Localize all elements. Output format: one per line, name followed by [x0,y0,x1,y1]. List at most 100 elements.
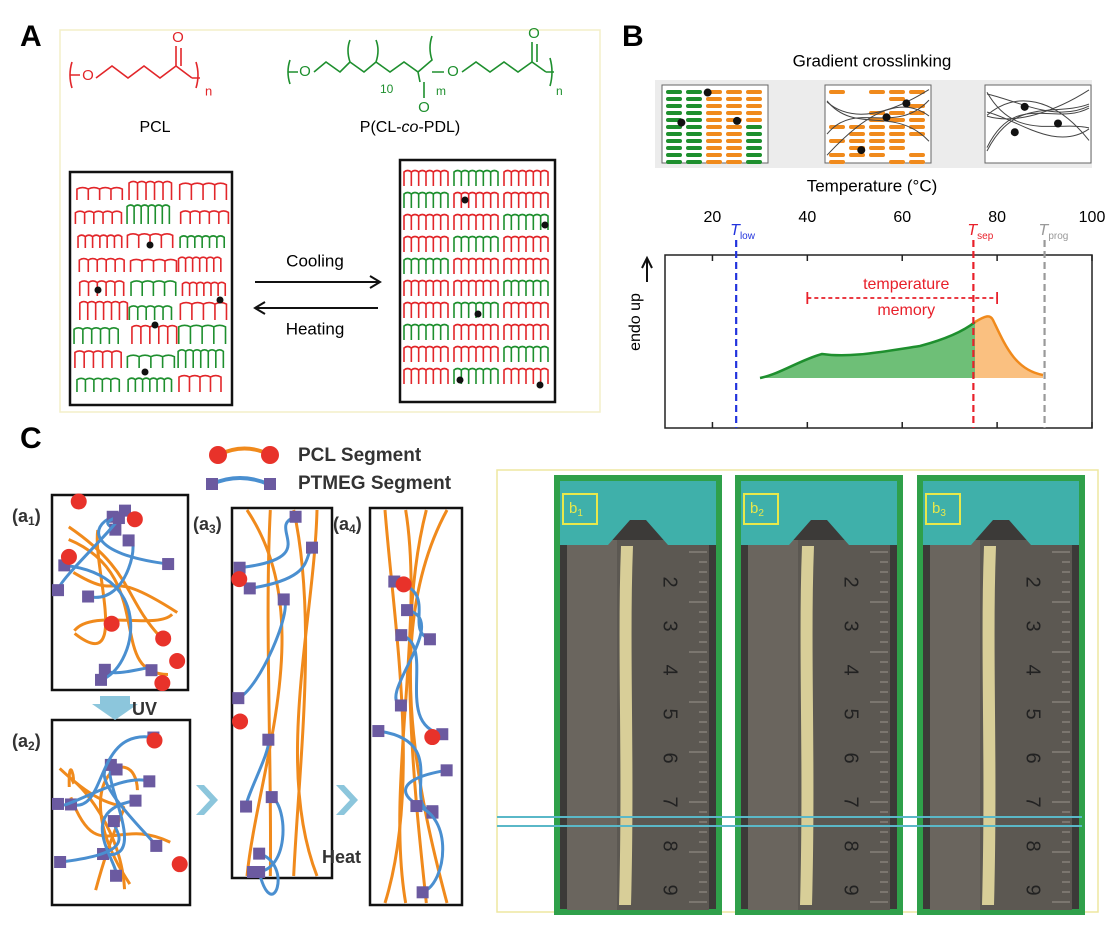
ruler-number: 6 [1022,752,1044,763]
lamella [726,132,742,136]
photo-label: b3 [932,500,946,519]
uv-arrow [92,696,138,720]
lamella [889,139,905,143]
ptmeg-end [98,663,111,676]
chain [453,191,499,208]
lamella [889,118,905,122]
photo-tag [925,493,961,525]
state-label: (a2) [12,731,41,753]
ruler-number: 2 [659,576,681,587]
lamella [706,104,722,108]
chain [403,301,449,318]
chain [403,345,449,362]
dsc-curve [974,315,1044,377]
label-part: 2 [28,739,35,753]
crosslink [474,310,482,318]
lamella [666,90,682,94]
lamella [909,132,925,136]
lamella [829,125,845,129]
lamella [666,132,682,136]
network-box [68,170,234,407]
marker-symbol: T [730,222,741,239]
lamella [706,97,722,101]
ruler-number: 5 [1022,708,1044,719]
photo-label: b1 [569,500,583,519]
ptmeg-end [289,510,302,523]
chain [453,345,499,362]
ptmeg-chain [400,633,443,736]
lamella [706,153,722,157]
legend-label: PCL Segment [298,445,422,466]
chain [179,235,226,248]
axis-arrow [641,255,653,282]
annotation: memory [877,302,935,319]
ptmeg-chain [257,852,280,896]
lamella [706,111,722,115]
lamella [686,125,702,129]
ptmeg-end [306,541,319,554]
crosslink [151,321,159,329]
ptmeg-end [401,604,414,617]
arrow-label: Heating [286,319,345,338]
chain [128,180,173,200]
lamella [869,146,885,150]
pcl-node [60,548,77,565]
atom: O [447,63,459,80]
x-tick-label: 80 [988,209,1006,226]
lamella [889,111,905,115]
chain [503,345,549,362]
lamella [869,132,885,136]
chain [403,257,449,274]
ptmeg-end [265,791,278,804]
sample-strip [800,546,814,905]
plot-frame [664,254,1093,429]
ruler-number: 6 [840,752,862,763]
chain [826,89,930,115]
ptmeg-end [52,797,65,810]
chain [986,111,1090,138]
ptmeg-end [243,582,256,595]
crosslink [536,381,544,389]
marker-subscript: prog [1048,231,1068,242]
crosslink [882,113,891,122]
ptmeg-end [52,584,65,597]
lamella [666,139,682,143]
ruler-number: 5 [659,708,681,719]
ptmeg-end [110,869,123,882]
chain [986,100,1090,141]
lamella [706,118,722,122]
lamella [706,125,722,129]
ptmeg-end [122,534,135,547]
polymer-name: P(CL-co-PDL) [360,119,460,136]
pcl-node [169,652,186,669]
chain [826,106,930,156]
lamella [686,132,702,136]
crosslink [94,286,102,294]
lamella [746,90,762,94]
ptmeg-end [95,673,108,686]
lamella [726,146,742,150]
panel-title: Gradient crosslinking [793,51,952,70]
chain [986,93,1090,113]
copolymer-formula [287,35,554,98]
chain [453,235,499,252]
legend-symbol [206,478,218,490]
sample-strip [982,546,996,905]
atom: O [172,29,184,46]
ptmeg-end [232,692,245,705]
chain [403,279,449,296]
chain [986,107,1090,148]
chain [453,323,499,340]
pcl-node [231,571,248,588]
reference-lines [497,816,1082,827]
lamella [869,153,885,157]
pcl-chain [73,613,174,632]
marker-subscript: sep [977,231,994,242]
lamella [706,139,722,143]
ruler-number: 7 [840,796,862,807]
marker-subscript: low [740,231,756,242]
state-label: (a3) [193,514,222,536]
pcl-chain [73,529,108,645]
